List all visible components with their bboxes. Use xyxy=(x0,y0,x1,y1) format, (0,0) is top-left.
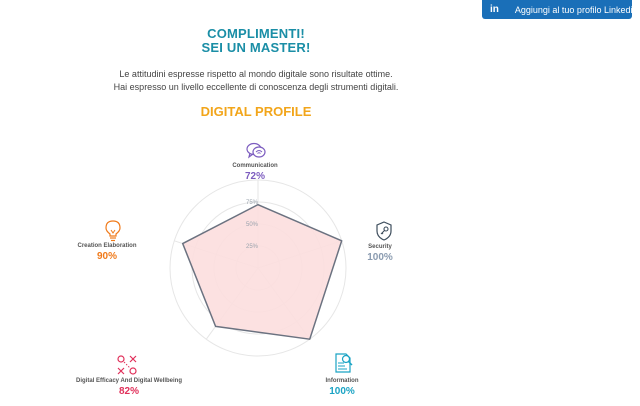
radar-series xyxy=(181,203,343,340)
title-line-2: SEI UN MASTER! xyxy=(201,40,311,55)
page-title: COMPLIMENTI! SEI UN MASTER! xyxy=(0,27,512,55)
value-label-communication: 72% xyxy=(244,171,265,182)
radar-ring-label: 25% xyxy=(246,244,259,250)
radar-ring-labels: 25% 50% 75% xyxy=(246,200,259,250)
linkedin-icon: in xyxy=(490,4,499,15)
value-label-wellbeing: 82% xyxy=(118,386,139,397)
axis-security: Security 100% xyxy=(345,244,415,263)
title-line-1: COMPLIMENTI! xyxy=(207,26,305,41)
lightbulb-icon xyxy=(105,220,121,242)
axis-label-security: Security xyxy=(368,244,392,250)
axis-creation: Creation Elaboration 90% xyxy=(72,243,142,262)
axis-label-creation: Creation Elaboration xyxy=(77,243,137,249)
value-label-security: 100% xyxy=(367,252,393,263)
axis-communication: Communication 72% xyxy=(215,163,295,182)
value-label-information: 100% xyxy=(329,386,355,397)
axis-label-communication: Communication xyxy=(232,163,278,169)
axis-label-information: Information xyxy=(325,378,359,384)
value-label-creation: 90% xyxy=(96,251,117,262)
chat-bubbles-icon xyxy=(246,142,266,159)
shield-key-icon xyxy=(376,221,392,241)
radar-ring-label: 50% xyxy=(246,222,259,228)
axis-wellbeing: Digital Efficacy And Digital Wellbeing 8… xyxy=(69,378,189,397)
description-line-2: Hai espresso un livello eccellente di co… xyxy=(113,82,399,92)
radar-ring-label: 75% xyxy=(246,200,259,206)
result-description: Le attitudini espresse rispetto al mondo… xyxy=(0,68,512,94)
axis-information: Information 100% xyxy=(307,378,377,397)
description-line-1: Le attitudini espresse rispetto al mondo… xyxy=(119,69,393,79)
axis-label-wellbeing: Digital Efficacy And Digital Wellbeing xyxy=(75,378,182,384)
radar-area xyxy=(181,203,343,340)
digital-profile-title: DIGITAL PROFILE xyxy=(200,104,312,119)
document-search-icon xyxy=(335,353,353,373)
add-to-linkedin-button[interactable]: in Aggiungi al tuo profilo Linkedin xyxy=(482,0,637,19)
tictactoe-icon xyxy=(117,355,137,375)
linkedin-button-label: Aggiungi al tuo profilo Linkedin xyxy=(514,4,638,15)
